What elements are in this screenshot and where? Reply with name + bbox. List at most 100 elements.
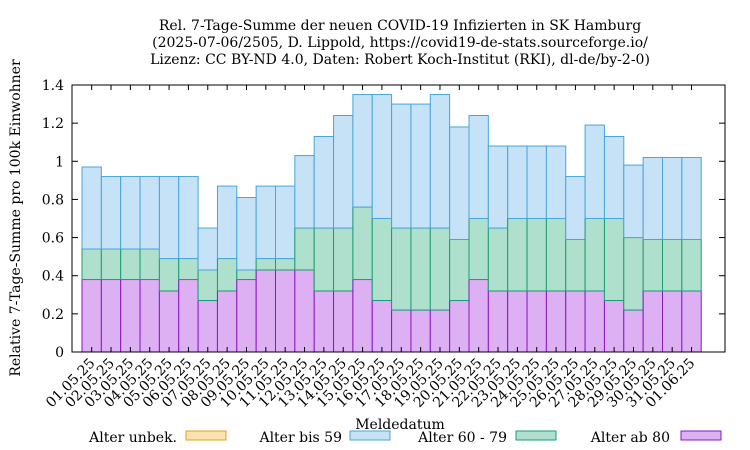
bar-alter-60-79-29: [642, 238, 664, 292]
bar-alter-ab-80-21: [487, 290, 509, 353]
bar-alter-ab-80-15: [371, 300, 393, 353]
bar-alter-bis-59-14: [352, 94, 373, 208]
bar-alter-60-79-15: [371, 218, 393, 302]
bar-alter-bis-59-15: [371, 94, 393, 219]
bar-alter-bis-59-12: [313, 135, 335, 229]
bar-alter-ab-80-23: [526, 290, 547, 353]
legend-swatch-alter-bis-59: [349, 430, 391, 441]
bar-alter-bis-59-30: [662, 156, 683, 240]
bar-alter-60-79-1: [100, 248, 122, 281]
legend-swatch-alter-ab-80: [680, 430, 722, 441]
bar-alter-ab-80-29: [642, 290, 664, 353]
bar-alter-60-79-19: [449, 238, 470, 302]
bar-alter-bis-59-29: [642, 156, 664, 240]
bar-alter-ab-80-24: [545, 290, 567, 353]
y-tick-label: 0: [55, 345, 64, 361]
bar-alter-ab-80-28: [623, 309, 644, 353]
legend-label-alter-unbek-: Alter unbek.: [88, 430, 177, 446]
bar-alter-ab-80-19: [449, 300, 470, 353]
bar-alter-ab-80-22: [507, 290, 528, 353]
bar-alter-60-79-27: [603, 218, 625, 302]
bar-alter-ab-80-26: [584, 290, 605, 353]
legend-label-alter-60-79: Alter 60 - 79: [417, 430, 507, 446]
bar-alter-ab-80-9: [255, 269, 276, 353]
bar-alter-60-79-25: [565, 238, 586, 292]
bar-alter-60-79-17: [410, 227, 431, 311]
bar-alter-bis-59-17: [410, 103, 431, 229]
legend-label-alter-bis-59: Alter bis 59: [258, 430, 342, 446]
bar-alter-bis-59-2: [120, 176, 141, 250]
bar-alter-bis-59-6: [197, 227, 218, 271]
bar-alter-ab-80-0: [81, 279, 102, 353]
bar-alter-bis-59-31: [681, 156, 702, 240]
bar-alter-60-79-22: [507, 218, 528, 292]
bar-alter-bis-59-0: [81, 166, 102, 250]
bar-alter-60-79-11: [294, 227, 315, 271]
bar-alter-60-79-28: [623, 237, 644, 311]
bar-alter-60-79-20: [468, 218, 489, 281]
x-axis-label: Meldedatum: [355, 417, 445, 433]
bar-alter-ab-80-25: [565, 290, 586, 353]
bar-alter-60-79-4: [158, 258, 180, 292]
bar-alter-bis-59-5: [178, 176, 199, 260]
y-tick-label: 1: [55, 154, 64, 170]
bar-alter-bis-59-19: [449, 126, 470, 240]
bar-alter-bis-59-16: [391, 103, 412, 229]
bar-alter-bis-59-9: [255, 185, 276, 260]
bar-alter-bis-59-23: [526, 145, 547, 219]
bar-alter-ab-80-14: [352, 279, 373, 353]
y-axis: 0 0.2 0.4 0.6 0.8 1 1.2 1.4: [42, 78, 725, 361]
bar-alter-ab-80-27: [603, 300, 625, 353]
bar-alter-60-79-23: [526, 218, 547, 292]
bar-alter-bis-59-24: [545, 145, 567, 219]
bar-alter-bis-59-8: [236, 197, 257, 271]
bars: [81, 94, 702, 353]
legend-swatch-alter-unbek-: [185, 430, 227, 441]
bar-alter-60-79-3: [139, 248, 160, 281]
y-tick-label: 0.2: [42, 307, 64, 323]
bar-alter-ab-80-17: [410, 309, 431, 353]
bar-alter-60-79-18: [429, 227, 451, 311]
bar-alter-60-79-16: [391, 227, 412, 311]
legend: Alter unbek. Alter bis 59 Alter 60 - 79 Alt…: [88, 430, 722, 446]
y-tick-label: 1.2: [42, 116, 64, 132]
bar-alter-ab-80-13: [333, 290, 354, 353]
bar-alter-bis-59-3: [139, 176, 160, 250]
bar-alter-bis-59-10: [275, 185, 296, 260]
bar-alter-bis-59-26: [584, 124, 605, 219]
bar-alter-60-79-6: [197, 269, 218, 302]
bar-alter-ab-80-6: [197, 300, 218, 353]
bar-alter-60-79-30: [662, 238, 683, 292]
x-axis: 01.05.2502.05.2503.05.2504.05.2505.05.25…: [43, 85, 698, 411]
bar-alter-ab-80-4: [158, 290, 180, 353]
bar-alter-60-79-10: [275, 258, 296, 271]
bar-alter-ab-80-31: [681, 290, 702, 353]
bar-alter-ab-80-7: [216, 290, 238, 353]
legend-label-alter-ab-80: Alter ab 80: [590, 430, 670, 446]
bar-alter-bis-59-28: [623, 164, 644, 239]
bar-alter-60-79-9: [255, 258, 276, 271]
bar-alter-ab-80-12: [313, 290, 335, 353]
bar-alter-60-79-8: [236, 269, 257, 281]
bar-alter-bis-59-1: [100, 176, 122, 250]
y-tick-label: 1.4: [42, 78, 64, 94]
bar-alter-ab-80-11: [294, 269, 315, 353]
bar-alter-60-79-12: [313, 227, 335, 292]
y-tick-label: 0.4: [42, 269, 64, 285]
bar-alter-bis-59-18: [429, 94, 451, 229]
bar-alter-60-79-0: [81, 248, 102, 281]
bar-alter-ab-80-5: [178, 279, 199, 353]
bar-alter-bis-59-21: [487, 145, 509, 229]
bar-alter-ab-80-2: [120, 279, 141, 353]
bar-alter-ab-80-3: [139, 279, 160, 353]
title-line-3: Lizenz: CC BY-ND 4.0, Daten: Robert Koch…: [150, 52, 650, 68]
bar-alter-ab-80-20: [468, 279, 489, 353]
bar-alter-bis-59-11: [294, 155, 315, 229]
bar-alter-ab-80-16: [391, 309, 412, 353]
bar-alter-60-79-2: [120, 248, 141, 281]
bar-alter-bis-59-13: [333, 115, 354, 229]
y-tick-label: 0.8: [42, 192, 64, 208]
bar-alter-bis-59-4: [158, 176, 180, 260]
bar-alter-60-79-26: [584, 218, 605, 292]
